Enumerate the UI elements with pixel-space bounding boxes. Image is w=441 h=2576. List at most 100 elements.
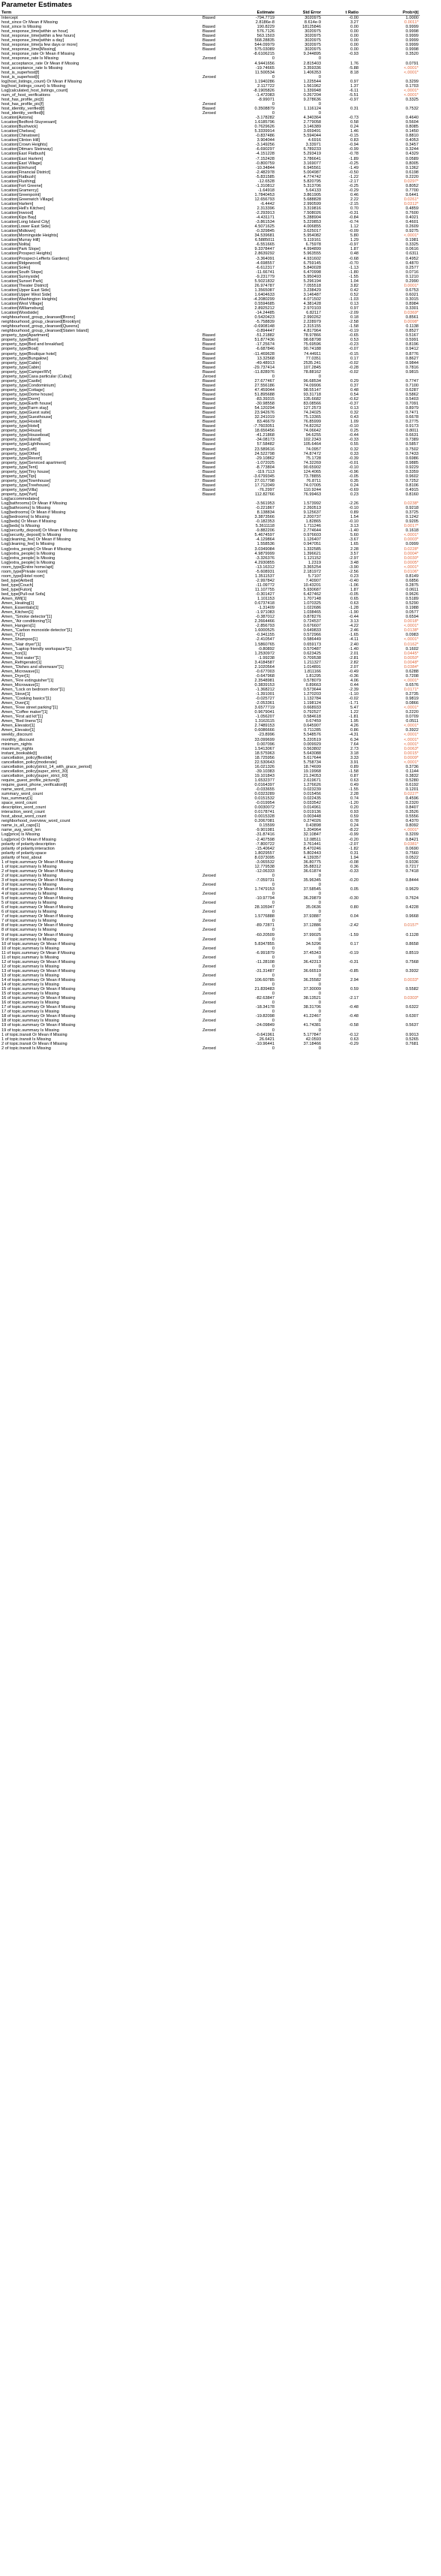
table-row[interactable]: host_about_word_count 0.0015328 0.003448 0.… — [0, 814, 420, 819]
table-row[interactable]: Amen_Essentials[1] -1.31409 1.022686 -1.28 0… — [0, 606, 420, 610]
table-row[interactable]: 10 of topic.summary Or Mean if Missing 5.… — [0, 942, 420, 946]
table-row[interactable]: space_word_count -0.019954 0.033542 -1.20 0.… — [0, 801, 420, 805]
column-header-t-ratio[interactable]: t Ratio — [322, 11, 360, 17]
table-row[interactable]: room_type[Hotel room] 1.3511537 5.7107 0.23… — [0, 574, 420, 579]
table-row[interactable]: Location[SoHo] -6.612317 5.840028 -1.13 0.25… — [0, 266, 420, 270]
table-row[interactable]: Amen_"Free street parking"[1] 3.6577719 0.… — [0, 706, 420, 710]
table-row[interactable]: Amen_"Hair dryer"[1] 1.5860765 0.659173 2.4… — [0, 642, 420, 647]
table-row[interactable]: 6 of topic.summary Or Mean if Missing 28.… — [0, 905, 420, 910]
table-row[interactable]: 2 of topic.summary Or Mean if Missing -12… — [0, 869, 420, 874]
table-row[interactable]: Amen_Microwave[1] 0.3839153 0.89663 0.44 0.6… — [0, 683, 420, 688]
table-row[interactable]: 3 of topic.summary Is Missing Zeroed 0 0 — [0, 883, 420, 887]
table-row[interactable]: Location[East Harlem] -7.152428 3.786641 -1… — [0, 157, 420, 161]
table-row[interactable]: Location[Sunset Park] 5.5021832 5.296194 1.… — [0, 279, 420, 284]
table-row[interactable]: Log[calculated_host_listings_count] -8.19… — [0, 89, 420, 93]
table-row[interactable]: name_word_count -0.033655 0.023239 -1.55 0.1… — [0, 787, 420, 792]
table-row[interactable]: Location[Upper West Side] 1.6404633 3.1464… — [0, 293, 420, 297]
table-row[interactable]: Amen_"Dishes and silverware"[1] 2.1020564… — [0, 665, 420, 670]
table-row[interactable]: Log[beds] Or Mean if Missing -0.182353 1.8… — [0, 519, 420, 524]
table-row[interactable]: 16 of topic.summary Is Missing Zeroed 0 0 — [0, 1001, 420, 1005]
table-row[interactable]: property_type[Casa particular (Cuba)] Zer… — [0, 375, 420, 379]
table-row[interactable]: 1 of topic.transit Is Missing 26.6421 42.0… — [0, 1037, 420, 1042]
table-row[interactable]: cancellation_policy[flexible] 18.725956 5.… — [0, 756, 420, 760]
table-row[interactable]: Location[Elmhurst] -10.34844 6.945561 -1.49… — [0, 166, 420, 170]
table-row[interactable]: 14 of topic.summary Or Mean if Missing 10… — [0, 978, 420, 983]
table-row[interactable]: description_word_count 0.0030072 0.014961 0… — [0, 805, 420, 810]
table-row[interactable]: property_type[Tiny house] Biased -119.7113… — [0, 470, 420, 474]
table-row[interactable]: property_type[Bungalow] Biased 13.32568 77.… — [0, 357, 420, 361]
table-row[interactable]: property_type[Serviced apartment] Biased -… — [0, 461, 420, 465]
table-row[interactable]: property_type[Condominium] Biased 27.55618… — [0, 384, 420, 388]
table-row[interactable]: Amen_TV[1] -0.941155 0.572966 -1.65 0.0983 — [0, 633, 420, 637]
table-row[interactable]: 2 of topic.transit Or Mean if Missing -10… — [0, 1042, 420, 1046]
table-row[interactable]: 10 of topic.summary Is Missing Zeroed 0 0 — [0, 946, 420, 951]
table-row[interactable]: Location[Crown Heights] -3.149256 3.33971 -… — [0, 143, 420, 147]
table-row[interactable]: 12 of topic.summary Is Missing Zeroed 0 0 — [0, 964, 420, 969]
table-row[interactable]: Location[Park Slope] 9.3378447 4.994899 1.8… — [0, 247, 420, 251]
table-row[interactable]: 7 of topic.summary Or Mean if Missing 1.5… — [0, 914, 420, 919]
table-row[interactable]: property_type[Boutique hotel] Biased -11.4… — [0, 352, 420, 357]
table-row[interactable]: host_response_time[a few days or more] Bi… — [0, 43, 420, 47]
table-row[interactable]: Amen_Iron[1] 1.2530972 0.623425 2.01 0.0445* — [0, 652, 420, 656]
table-row[interactable]: property_type[Guest suite] Biased 23.94267… — [0, 411, 420, 415]
table-row[interactable]: Location[Theater District] 26.974787 7.055… — [0, 284, 420, 288]
table-row[interactable]: property_type[Treehouse] Biased 17.712049 7… — [0, 483, 420, 488]
table-row[interactable]: Log[price] Or Mean if Missing -2.407598 12… — [0, 838, 420, 842]
table-row[interactable]: 17 of topic.summary Is Missing Zeroed 0 0 — [0, 1010, 420, 1014]
table-row[interactable]: 1 of topic.summary Or Mean if Missing -3.… — [0, 860, 420, 865]
table-row[interactable]: 13 of topic.summary Or Mean if Missing -3… — [0, 969, 420, 974]
table-row[interactable]: 2 of topic.transit Is Missing Zeroed 0 0 — [0, 1046, 420, 1051]
table-row[interactable]: Location[Prospect Heights] 2.8639292 5.963… — [0, 251, 420, 256]
table-row[interactable]: Location[Prospect-Lefferts Gardens] -3.36… — [0, 257, 420, 261]
table-row[interactable]: host_acceptance_rate Or Mean if Missing 4… — [0, 62, 420, 66]
table-row[interactable]: 18 of topic.summary Or Mean if Missing -1… — [0, 1014, 420, 1019]
table-row[interactable]: 12 of topic.summary Or Mean if Missing -1… — [0, 960, 420, 964]
table-row[interactable]: 4 of topic.summary Is Missing Zeroed 0 0 — [0, 892, 420, 896]
table-row[interactable]: property_type[Earth house] Biased -30.9855… — [0, 402, 420, 406]
table-row[interactable]: Location[Washington Heights] -4.2080299 4.… — [0, 297, 420, 302]
table-row[interactable]: neighbourhood_group_cleansed[Queens] -0.6… — [0, 324, 420, 329]
table-row[interactable]: property_type[Barn] Biased 51.877436 98.687… — [0, 338, 420, 342]
table-row[interactable]: room_type[Private room] -5.608931 2.181972… — [0, 570, 420, 574]
table-row[interactable]: 11 of topic.summary Or Mean if Missing -6… — [0, 951, 420, 955]
table-row[interactable]: Location[Gramercy] -1.64918 5.64133 -0.29 0.… — [0, 188, 420, 193]
table-row[interactable]: polarity of polarity.space 1.8029557 5.802… — [0, 851, 420, 856]
table-row[interactable]: host_since Is Missing Biased 190.8229 18125… — [0, 25, 420, 29]
table-row[interactable]: minimum_nights 0.007096 0.009929 7.64 <.0001… — [0, 742, 420, 747]
table-row[interactable]: Log[security_deposit] Is Missing 5.467459… — [0, 533, 420, 537]
table-row[interactable]: log(host_listings_count) Or Mean if Miss… — [0, 80, 420, 84]
table-row[interactable]: Log[bedrooms] Is Missing 3.3873566 2.20073… — [0, 515, 420, 519]
table-row[interactable]: Amen_"Hot water"[1] -1.99238 0.709538 -2.81… — [0, 656, 420, 661]
table-row[interactable]: Location[Morningside Heights] 34.539681 5.… — [0, 233, 420, 238]
table-row[interactable]: host_acceptance_rate Is Missing -19.74665… — [0, 66, 420, 71]
table-row[interactable]: Location[Nolita] -6.551665 6.75978 -0.97 0.3… — [0, 242, 420, 247]
table-row[interactable]: 15 of topic.summary Is Missing Zeroed 0 0 — [0, 992, 420, 996]
table-row[interactable]: property_type[Island] Biased -34.08173 102.… — [0, 438, 420, 442]
table-row[interactable]: 14 of topic.summary Is Missing Zeroed 0 0 — [0, 983, 420, 987]
table-row[interactable]: host_response_time[within a day] Biased 56… — [0, 38, 420, 43]
table-row[interactable]: Location[Sunnyside] -9.231779 5.950493 -1.5… — [0, 275, 420, 279]
column-header-term[interactable]: Term — [0, 11, 201, 17]
table-row[interactable]: Amen_"Carbon monoxide detector"[1] 1.6000… — [0, 628, 420, 633]
table-row[interactable]: property_type[Farm stay] Biased 54.120294 1… — [0, 406, 420, 411]
table-row[interactable]: Amen_"Coffee maker"[1] 0.9679041 0.792527 1… — [0, 710, 420, 715]
table-row[interactable]: Location[East Flatbush] -4.151228 5.293419… — [0, 152, 420, 156]
table-row[interactable]: host_response_time[within a few hours] Bi… — [0, 34, 420, 38]
table-row[interactable]: 13 of topic.summary Is Missing Zeroed 0 0 — [0, 974, 420, 978]
table-row[interactable]: Amen_Elevator[1] 2.7489153 0.645907 4.26 <.0… — [0, 724, 420, 728]
table-row[interactable]: 8 of topic.summary Or Mean if Missing -89… — [0, 923, 420, 928]
table-row[interactable]: Amen_Wifi[1] 1.101153 1.707148 0.65 0.5189 — [0, 597, 420, 601]
table-row[interactable]: property_type[House] Biased 18.656456 74.06… — [0, 429, 420, 433]
table-row[interactable]: Location[Kips Bay] -4.431171 5.288904 -0.84… — [0, 215, 420, 220]
table-row[interactable]: Amen_Refrigerator[1] 3.4184587 1.211327 2.8… — [0, 661, 420, 665]
table-row[interactable]: host_response_rate Is Missing Zeroed 0 0 — [0, 56, 420, 61]
table-row[interactable]: Log[cleaning_fee] Is Missing 1.558536 0.94… — [0, 542, 420, 546]
table-row[interactable]: instant_bookable[t] 18.575963 5.643088 3.18… — [0, 751, 420, 756]
table-row[interactable]: room_type[Entire home/apt] -13.16312 3.365… — [0, 565, 420, 570]
table-row[interactable]: name_is_all_caps[1] 0.15599 0.43898 0.24 0.8… — [0, 823, 420, 828]
table-row[interactable]: property_type[Tent] Biased -8.773804 90.659… — [0, 465, 420, 470]
table-row[interactable]: host_since Or Mean if Missing 2.8186e-8 8.… — [0, 20, 420, 25]
table-row[interactable]: property_type[Other] Biased 24.522798 74.87… — [0, 452, 420, 456]
table-row[interactable]: 1 of topic.transit Or Mean if Missing -0.… — [0, 1033, 420, 1037]
table-row[interactable]: property_type[Hostel] Biased 83.46679 76.85… — [0, 420, 420, 424]
